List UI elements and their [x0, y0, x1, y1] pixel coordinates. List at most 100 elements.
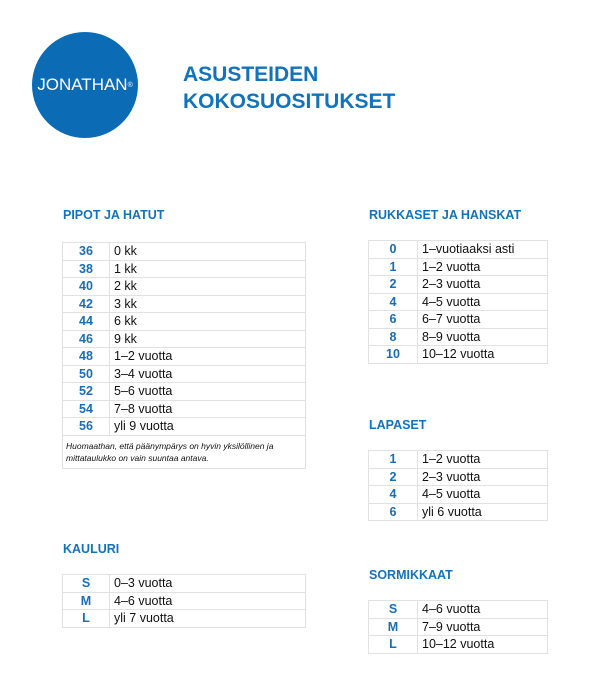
- lapaset-heading: LAPASET: [369, 418, 427, 432]
- table-row: 1 1–2 vuotta: [368, 450, 548, 469]
- age-cell: 3–4 vuotta: [109, 364, 306, 383]
- table-row: 48 1–2 vuotta: [62, 347, 306, 366]
- age-cell: 5–6 vuotta: [109, 382, 306, 401]
- table-row: 0 1–vuotiaaksi asti: [368, 240, 548, 259]
- age-cell: 2 kk: [109, 277, 306, 296]
- table-row: S 4–6 vuotta: [368, 600, 548, 619]
- table-row: 52 5–6 vuotta: [62, 382, 306, 401]
- pipot-table: 36 0 kk 38 1 kk 40 2 kk 42 3 kk 44 6 kk 46 9 kk 48 1–…: [62, 242, 306, 469]
- size-cell: 6: [368, 502, 418, 521]
- age-cell: 10–12 vuotta: [417, 345, 548, 364]
- size-cell: 40: [62, 277, 110, 296]
- size-cell: 48: [62, 347, 110, 366]
- rukkaset-heading: RUKKASET JA HANSKAT: [369, 208, 522, 222]
- page-title: ASUSTEIDEN KOKOSUOSITUKSET: [183, 61, 395, 115]
- table-row: 42 3 kk: [62, 294, 306, 313]
- size-cell: 42: [62, 294, 110, 313]
- table-row: 56 yli 9 vuotta: [62, 417, 306, 436]
- age-cell: 1–2 vuotta: [109, 347, 306, 366]
- size-cell: M: [62, 591, 110, 610]
- age-cell: 8–9 vuotta: [417, 327, 548, 346]
- table-row: 44 6 kk: [62, 312, 306, 331]
- table-row: 2 2–3 vuotta: [368, 275, 548, 294]
- table-row: S 0–3 vuotta: [62, 574, 306, 593]
- size-cell: 36: [62, 242, 110, 261]
- age-cell: 1–2 vuotta: [417, 450, 548, 469]
- size-cell: 52: [62, 382, 110, 401]
- age-cell: 10–12 vuotta: [417, 635, 548, 654]
- age-cell: 4–6 vuotta: [417, 600, 548, 619]
- size-cell: 6: [368, 310, 418, 329]
- age-cell: yli 9 vuotta: [109, 417, 306, 436]
- table-row: 10 10–12 vuotta: [368, 345, 548, 364]
- table-row: M 4–6 vuotta: [62, 591, 306, 610]
- size-cell: 1: [368, 257, 418, 276]
- pipot-heading: PIPOT JA HATUT: [63, 208, 165, 222]
- age-cell: 6 kk: [109, 312, 306, 331]
- size-cell: 4: [368, 292, 418, 311]
- age-cell: 2–3 vuotta: [417, 275, 548, 294]
- jonathan-logo: JONATHAN ®: [32, 32, 138, 138]
- size-cell: S: [62, 574, 110, 593]
- title-line-1: ASUSTEIDEN: [183, 63, 319, 86]
- age-cell: 0 kk: [109, 242, 306, 261]
- table-row: M 7–9 vuotta: [368, 617, 548, 636]
- size-cell: L: [62, 609, 110, 628]
- age-cell: 4–5 vuotta: [417, 292, 548, 311]
- logo-mark: ®: [127, 81, 133, 89]
- size-cell: 10: [368, 345, 418, 364]
- size-cell: 38: [62, 259, 110, 278]
- table-row: 1 1–2 vuotta: [368, 257, 548, 276]
- table-row: 2 2–3 vuotta: [368, 467, 548, 486]
- table-row: 54 7–8 vuotta: [62, 399, 306, 418]
- size-cell: 50: [62, 364, 110, 383]
- table-row: 4 4–5 vuotta: [368, 292, 548, 311]
- size-cell: 8: [368, 327, 418, 346]
- age-cell: 1 kk: [109, 259, 306, 278]
- table-row: 38 1 kk: [62, 259, 306, 278]
- size-cell: 56: [62, 417, 110, 436]
- table-row: 6 6–7 vuotta: [368, 310, 548, 329]
- size-cell: 46: [62, 329, 110, 348]
- kauluri-heading: KAULURI: [63, 542, 120, 556]
- size-cell: 2: [368, 275, 418, 294]
- size-cell: 44: [62, 312, 110, 331]
- table-row: 6 yli 6 vuotta: [368, 502, 548, 521]
- age-cell: yli 6 vuotta: [417, 502, 548, 521]
- size-cell: 4: [368, 485, 418, 504]
- sormikkaat-heading: SORMIKKAAT: [369, 568, 453, 582]
- size-cell: 2: [368, 467, 418, 486]
- size-cell: L: [368, 635, 418, 654]
- table-row: L 10–12 vuotta: [368, 635, 548, 654]
- lapaset-table: 1 1–2 vuotta 2 2–3 vuotta 4 4–5 vuotta 6 yli 6 …: [368, 450, 548, 521]
- table-row: 4 4–5 vuotta: [368, 485, 548, 504]
- age-cell: 0–3 vuotta: [109, 574, 306, 593]
- age-cell: 9 kk: [109, 329, 306, 348]
- size-cell: M: [368, 617, 418, 636]
- age-cell: 2–3 vuotta: [417, 467, 548, 486]
- sormikkaat-table: S 4–6 vuotta M 7–9 vuotta L 10–12 vuotta: [368, 600, 548, 654]
- table-row: 40 2 kk: [62, 277, 306, 296]
- size-cell: 1: [368, 450, 418, 469]
- title-line-2: KOKOSUOSITUKSET: [183, 90, 396, 113]
- age-cell: 7–8 vuotta: [109, 399, 306, 418]
- table-row: 50 3–4 vuotta: [62, 364, 306, 383]
- age-cell: 1–2 vuotta: [417, 257, 548, 276]
- size-cell: 0: [368, 240, 418, 259]
- size-cell: S: [368, 600, 418, 619]
- table-row: 8 8–9 vuotta: [368, 327, 548, 346]
- age-cell: 4–6 vuotta: [109, 591, 306, 610]
- note-text: Huomaathan, että päänympärys on hyvin yk…: [62, 434, 306, 469]
- age-cell: 1–vuotiaaksi asti: [417, 240, 548, 259]
- size-cell: 54: [62, 399, 110, 418]
- age-cell: 7–9 vuotta: [417, 617, 548, 636]
- age-cell: 4–5 vuotta: [417, 485, 548, 504]
- age-cell: yli 7 vuotta: [109, 609, 306, 628]
- age-cell: 3 kk: [109, 294, 306, 313]
- table-row: 46 9 kk: [62, 329, 306, 348]
- rukkaset-table: 0 1–vuotiaaksi asti 1 1–2 vuotta 2 2–3 vuotta…: [368, 240, 548, 364]
- age-cell: 6–7 vuotta: [417, 310, 548, 329]
- table-row: 36 0 kk: [62, 242, 306, 261]
